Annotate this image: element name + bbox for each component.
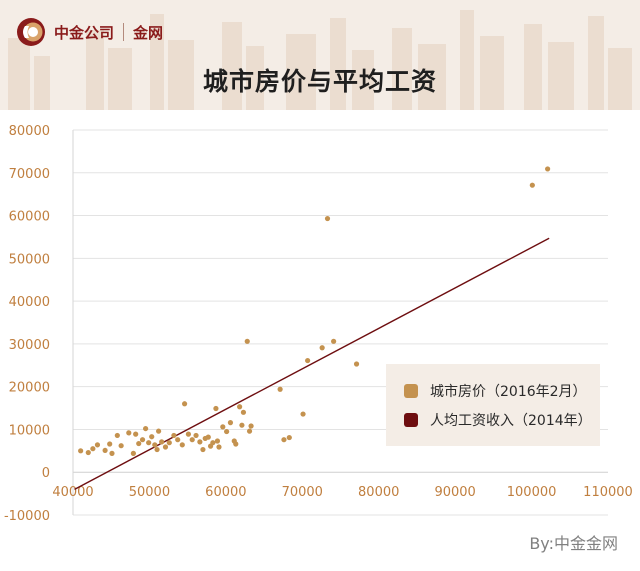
header-banner: 中金公司 金网 城市房价与平均工资 [0, 0, 640, 110]
housing-price-point [133, 431, 139, 437]
housing-price-point [545, 166, 551, 172]
y-tick-label: 80000 [9, 124, 50, 139]
x-tick-label: 70000 [282, 485, 323, 500]
housing-price-point [85, 449, 91, 456]
x-tick-label: 110000 [583, 485, 633, 500]
housing-price-point [214, 438, 221, 444]
legend-item-income: 人均工资收入（2014年） [404, 410, 592, 430]
x-tick-label: 40000 [52, 485, 93, 500]
housing-price-point [205, 434, 211, 440]
legend-item-housing-price: 城市房价（2016年2月） [404, 381, 587, 401]
housing-price-point [189, 437, 195, 443]
housing-price-point [166, 440, 172, 446]
housing-price-point [152, 442, 158, 448]
housing-price-point [162, 444, 169, 450]
housing-price-point [109, 450, 115, 456]
housing-price-point [118, 443, 124, 449]
y-tick-label: 60000 [9, 210, 50, 225]
legend-swatch-income [404, 413, 418, 427]
housing-price-point [220, 424, 226, 430]
housing-price-point [224, 428, 230, 435]
city-skyline-illustration [8, 10, 632, 110]
housing-price-point [246, 428, 253, 434]
housing-price-point [171, 432, 177, 439]
housing-price-point [248, 423, 254, 429]
chart-legend: 城市房价（2016年2月） 人均工资收入（2014年） [386, 364, 600, 446]
housing-price-point [331, 338, 337, 344]
legend-swatch-housing-price [404, 384, 418, 398]
housing-price-point [210, 440, 216, 446]
housing-price-point [94, 442, 101, 448]
chart-title: 城市房价与平均工资 [202, 67, 437, 96]
income-trend-line [74, 237, 550, 490]
housing-price-point [159, 439, 165, 445]
y-tick-label: 70000 [9, 167, 50, 182]
housing-price-point [78, 448, 84, 454]
y-tick-label: -10000 [4, 509, 50, 524]
housing-price-point [353, 361, 360, 367]
x-tick-label: 90000 [434, 485, 475, 500]
housing-price-point [237, 404, 243, 410]
housing-price-point [130, 450, 136, 456]
housing-price-point [154, 446, 160, 453]
source-credit: By:中金金网 [529, 534, 618, 553]
housing-price-point [197, 439, 203, 445]
housing-price-point [305, 357, 311, 364]
housing-price-point [136, 440, 142, 447]
housing-price-point [175, 437, 181, 443]
housing-price-point [227, 420, 234, 426]
housing-price-point [139, 437, 146, 443]
x-tick-label: 100000 [507, 485, 557, 500]
housing-price-point [149, 434, 155, 440]
housing-price-point [240, 409, 247, 415]
housing-price-point [107, 441, 113, 447]
brand-logo-icon [17, 18, 45, 46]
housing-price-point [181, 401, 188, 407]
housing-price-point [156, 428, 162, 434]
y-tick-label: 20000 [9, 381, 50, 396]
y-tick-label: 0 [42, 466, 50, 481]
brand: 中金公司 金网 [16, 16, 163, 48]
x-tick-label: 80000 [358, 485, 399, 500]
housing-price-point [193, 432, 199, 439]
housing-price-point [143, 425, 149, 432]
y-tick-label: 40000 [9, 295, 50, 310]
housing-price-point [244, 338, 250, 344]
scatter-chart: -10000 0 10000 20000 30000 40000 50000 60000 700… [4, 124, 633, 524]
housing-price-point [200, 446, 206, 453]
housing-price-point [233, 441, 239, 447]
housing-price-point [213, 405, 219, 412]
housing-price-point [126, 430, 132, 436]
y-tick-label: 50000 [9, 252, 50, 267]
housing-price-point [286, 434, 292, 441]
x-tick-label: 50000 [129, 485, 170, 500]
housing-price-point [281, 437, 287, 443]
housing-price-point [90, 446, 96, 452]
housing-price-point [114, 432, 120, 439]
brand-name: 中金公司 [54, 23, 115, 42]
housing-price-point [319, 345, 325, 351]
legend-label-income: 人均工资收入（2014年） [430, 413, 592, 429]
housing-price-point [239, 422, 245, 428]
y-tick-label: 30000 [9, 338, 50, 353]
housing-price-point [102, 447, 108, 454]
legend-label-housing-price: 城市房价（2016年2月） [430, 384, 587, 400]
brand-divider [123, 23, 125, 41]
y-tick-label: 10000 [9, 423, 50, 438]
housing-price-point [529, 182, 535, 188]
x-tick-label: 60000 [205, 485, 246, 500]
housing-price-point [277, 386, 283, 392]
housing-price-point [216, 444, 222, 450]
housing-price-point [300, 411, 306, 417]
housing-price-point [324, 215, 331, 222]
housing-price-point [185, 431, 192, 437]
housing-price-point [146, 440, 152, 446]
housing-price-point [179, 442, 185, 448]
brand-subname: 金网 [133, 23, 164, 42]
